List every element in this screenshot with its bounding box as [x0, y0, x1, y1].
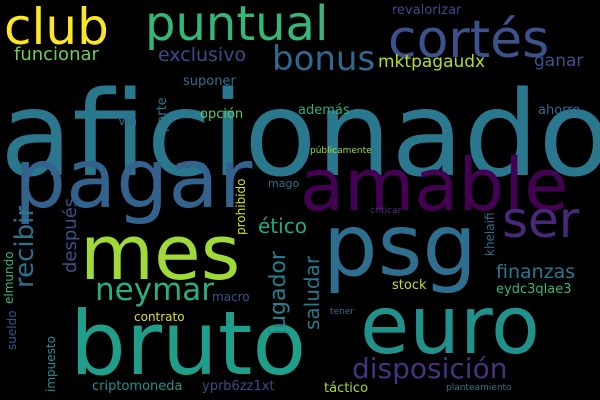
- word-contrato: contrato: [134, 310, 185, 324]
- word-bonus: bonus: [272, 39, 376, 79]
- word-aficionado: aficionado: [0, 65, 600, 203]
- word-sueldo: sueldo: [5, 310, 19, 350]
- word-khelaifi: khelaifi: [483, 212, 497, 256]
- word-ser: ser: [502, 191, 580, 249]
- word-euro: euro: [360, 279, 540, 372]
- word-mes: mes: [80, 208, 241, 297]
- word-ademas: además: [298, 103, 350, 118]
- word-puntual: puntual: [145, 0, 329, 52]
- word-eydc3qlae3: eydc3qlae3: [496, 282, 572, 297]
- word-disposicion: disposición: [352, 352, 508, 385]
- word-mago: mago: [268, 177, 300, 190]
- word-psg: psg: [323, 196, 477, 296]
- word-exclusivo: exclusivo: [158, 44, 247, 66]
- word-tener: tener: [330, 307, 355, 317]
- word-planteamiento: planteamiento: [446, 383, 512, 393]
- word-criticar: criticar: [370, 206, 402, 216]
- word-jugador: jugador: [266, 251, 291, 335]
- word-opcion: opción: [200, 107, 244, 122]
- word-ganar: ganar: [534, 51, 584, 71]
- word-elmundo: elmundo: [2, 251, 16, 304]
- word-revalorizar: revalorizar: [392, 3, 462, 18]
- word-yprb6zz1xt: yprb6zz1xt: [202, 379, 275, 394]
- word-via: vía: [118, 114, 138, 129]
- word-parte: parte: [155, 97, 170, 132]
- word-club: club: [4, 0, 109, 56]
- word-funcionar: funcionar: [14, 44, 99, 65]
- word-stock: stock: [392, 278, 427, 293]
- word-macro: macro: [212, 290, 250, 304]
- word-neymar: neymar: [95, 272, 215, 308]
- word-prohibido: prohibido: [234, 178, 248, 235]
- word-saludar: saludar: [300, 255, 324, 330]
- word-ahorro: ahorro: [538, 103, 581, 118]
- word-pagar: pagar: [14, 132, 253, 227]
- word-impuesto: impuesto: [44, 336, 58, 392]
- word-suponer: suponer: [183, 74, 236, 89]
- word-cortes: cortés: [388, 10, 550, 70]
- word-tactico: táctico: [324, 381, 369, 396]
- word-criptomoneda: criptomoneda: [92, 379, 183, 394]
- word-publicamente: públicamente: [310, 146, 372, 156]
- word-etico: ético: [258, 214, 307, 238]
- word-despues: después: [60, 197, 81, 273]
- word-mktpagaudx: mktpagaudx: [378, 52, 486, 72]
- word-amable: amable: [300, 143, 569, 227]
- word-bruto: bruto: [70, 292, 307, 395]
- word-finanzas: finanzas: [496, 261, 576, 283]
